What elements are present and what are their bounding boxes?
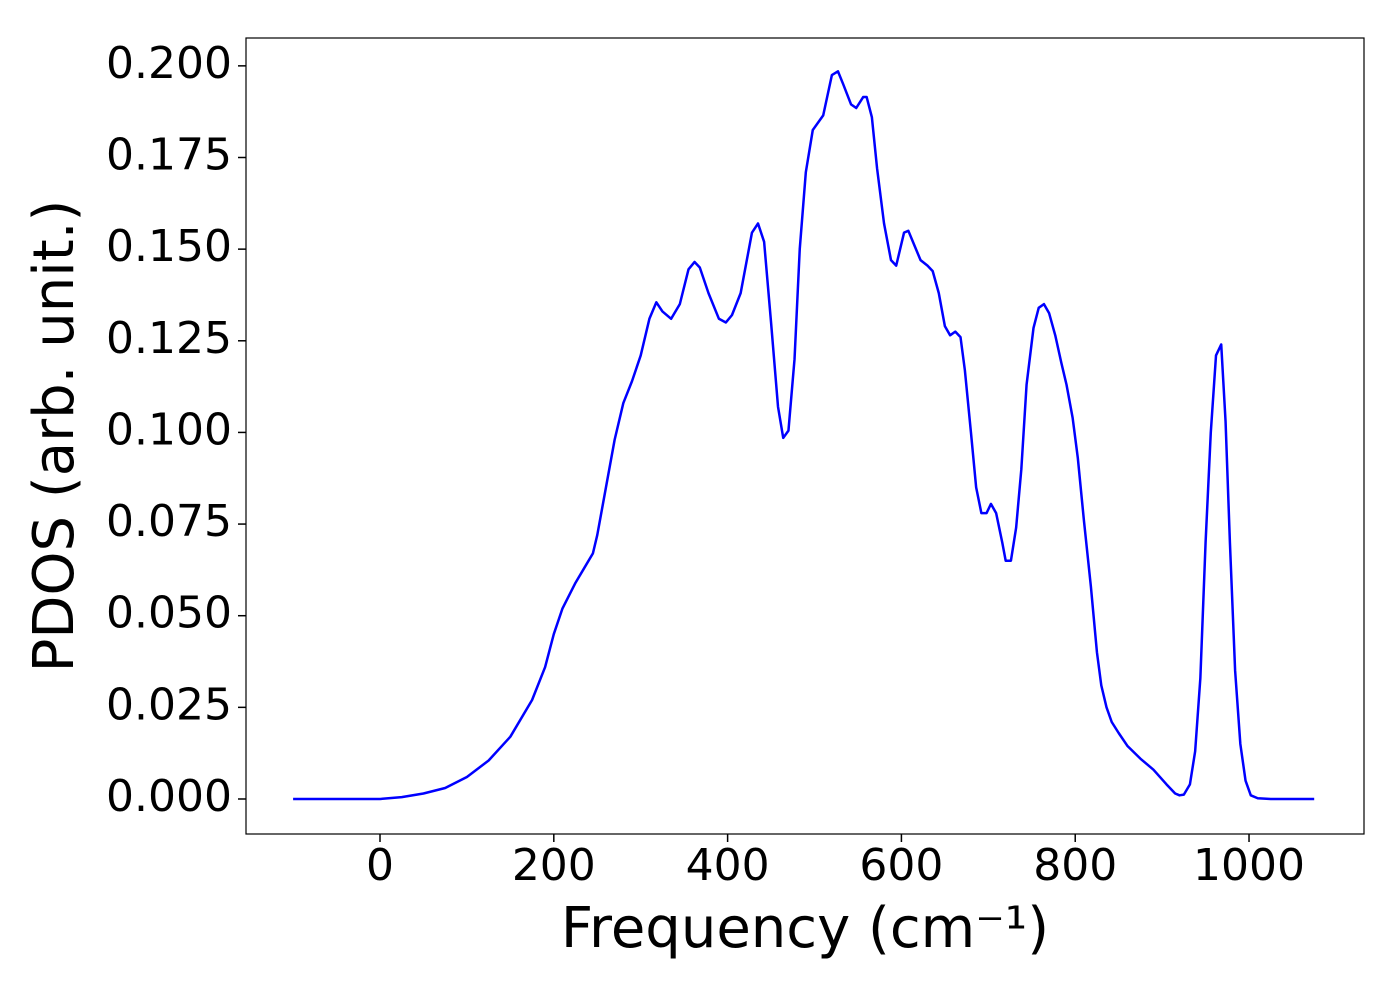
x-tick-label: 1000	[1193, 840, 1305, 891]
y-tick-label: 0.175	[106, 130, 232, 181]
y-axis-label: PDOS (arb. unit.)	[22, 200, 87, 673]
y-tick-label: 0.100	[106, 404, 232, 455]
y-tick-label: 0.025	[106, 679, 232, 730]
plot-frame	[245, 37, 1365, 835]
x-axis-label: Frequency (cm⁻¹)	[561, 896, 1049, 961]
x-tick-label: 200	[512, 840, 596, 891]
y-tick-label: 0.200	[106, 38, 232, 89]
x-tick-label: 0	[366, 840, 394, 891]
y-tick-label: 0.050	[106, 588, 232, 639]
x-tick-label: 800	[1033, 840, 1117, 891]
y-tick-label: 0.075	[106, 496, 232, 547]
x-tick-label: 400	[686, 840, 770, 891]
y-tick-label: 0.125	[106, 313, 232, 364]
y-tick-label: 0.000	[106, 771, 232, 822]
x-tick-label: 600	[859, 840, 943, 891]
y-tick-label: 0.150	[106, 221, 232, 272]
data-line	[293, 70, 1315, 801]
